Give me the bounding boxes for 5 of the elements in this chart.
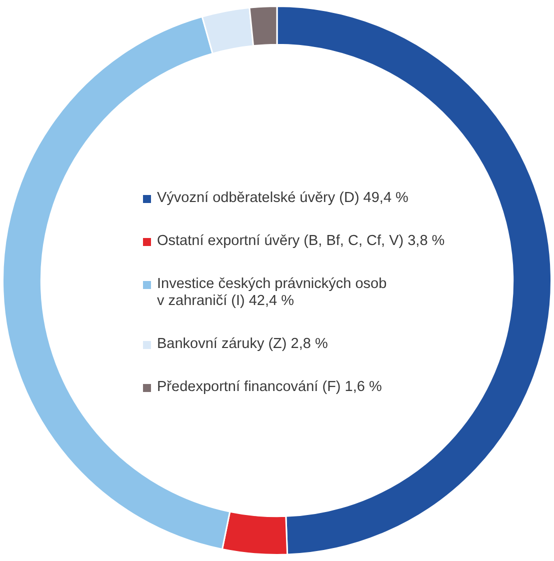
legend-label: Ostatní exportní úvěry (B, Bf, C, Cf, V) 3,8 % <box>157 233 445 250</box>
legend-label: Bankovní záruky (Z) 2,8 % <box>157 336 328 353</box>
legend-label: Vývozní odběratelské úvěry (D) 49,4 % <box>157 190 408 207</box>
legend-label: Investice českých právnických osob v zahraničí (I) 42,4 % <box>157 276 387 310</box>
legend-label: Předexportní financování (F) 1,6 % <box>157 379 382 396</box>
